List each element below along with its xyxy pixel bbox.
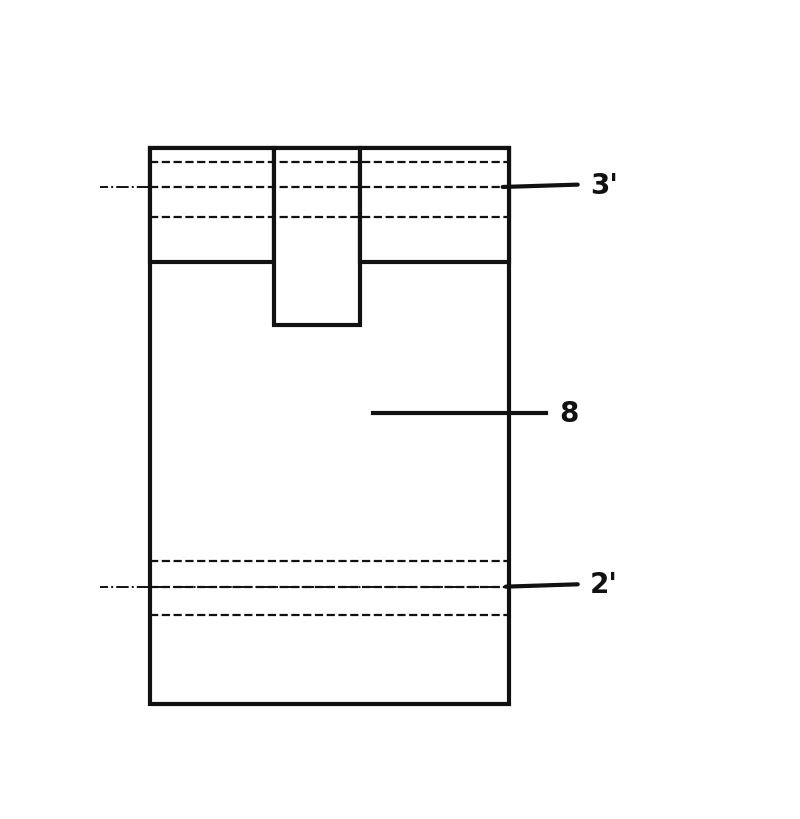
- Text: 2': 2': [590, 571, 618, 599]
- Text: 8: 8: [558, 400, 578, 428]
- Bar: [150, 149, 274, 262]
- Bar: [274, 149, 361, 325]
- Text: 3': 3': [590, 171, 618, 199]
- Bar: [150, 149, 509, 704]
- Bar: [360, 149, 509, 262]
